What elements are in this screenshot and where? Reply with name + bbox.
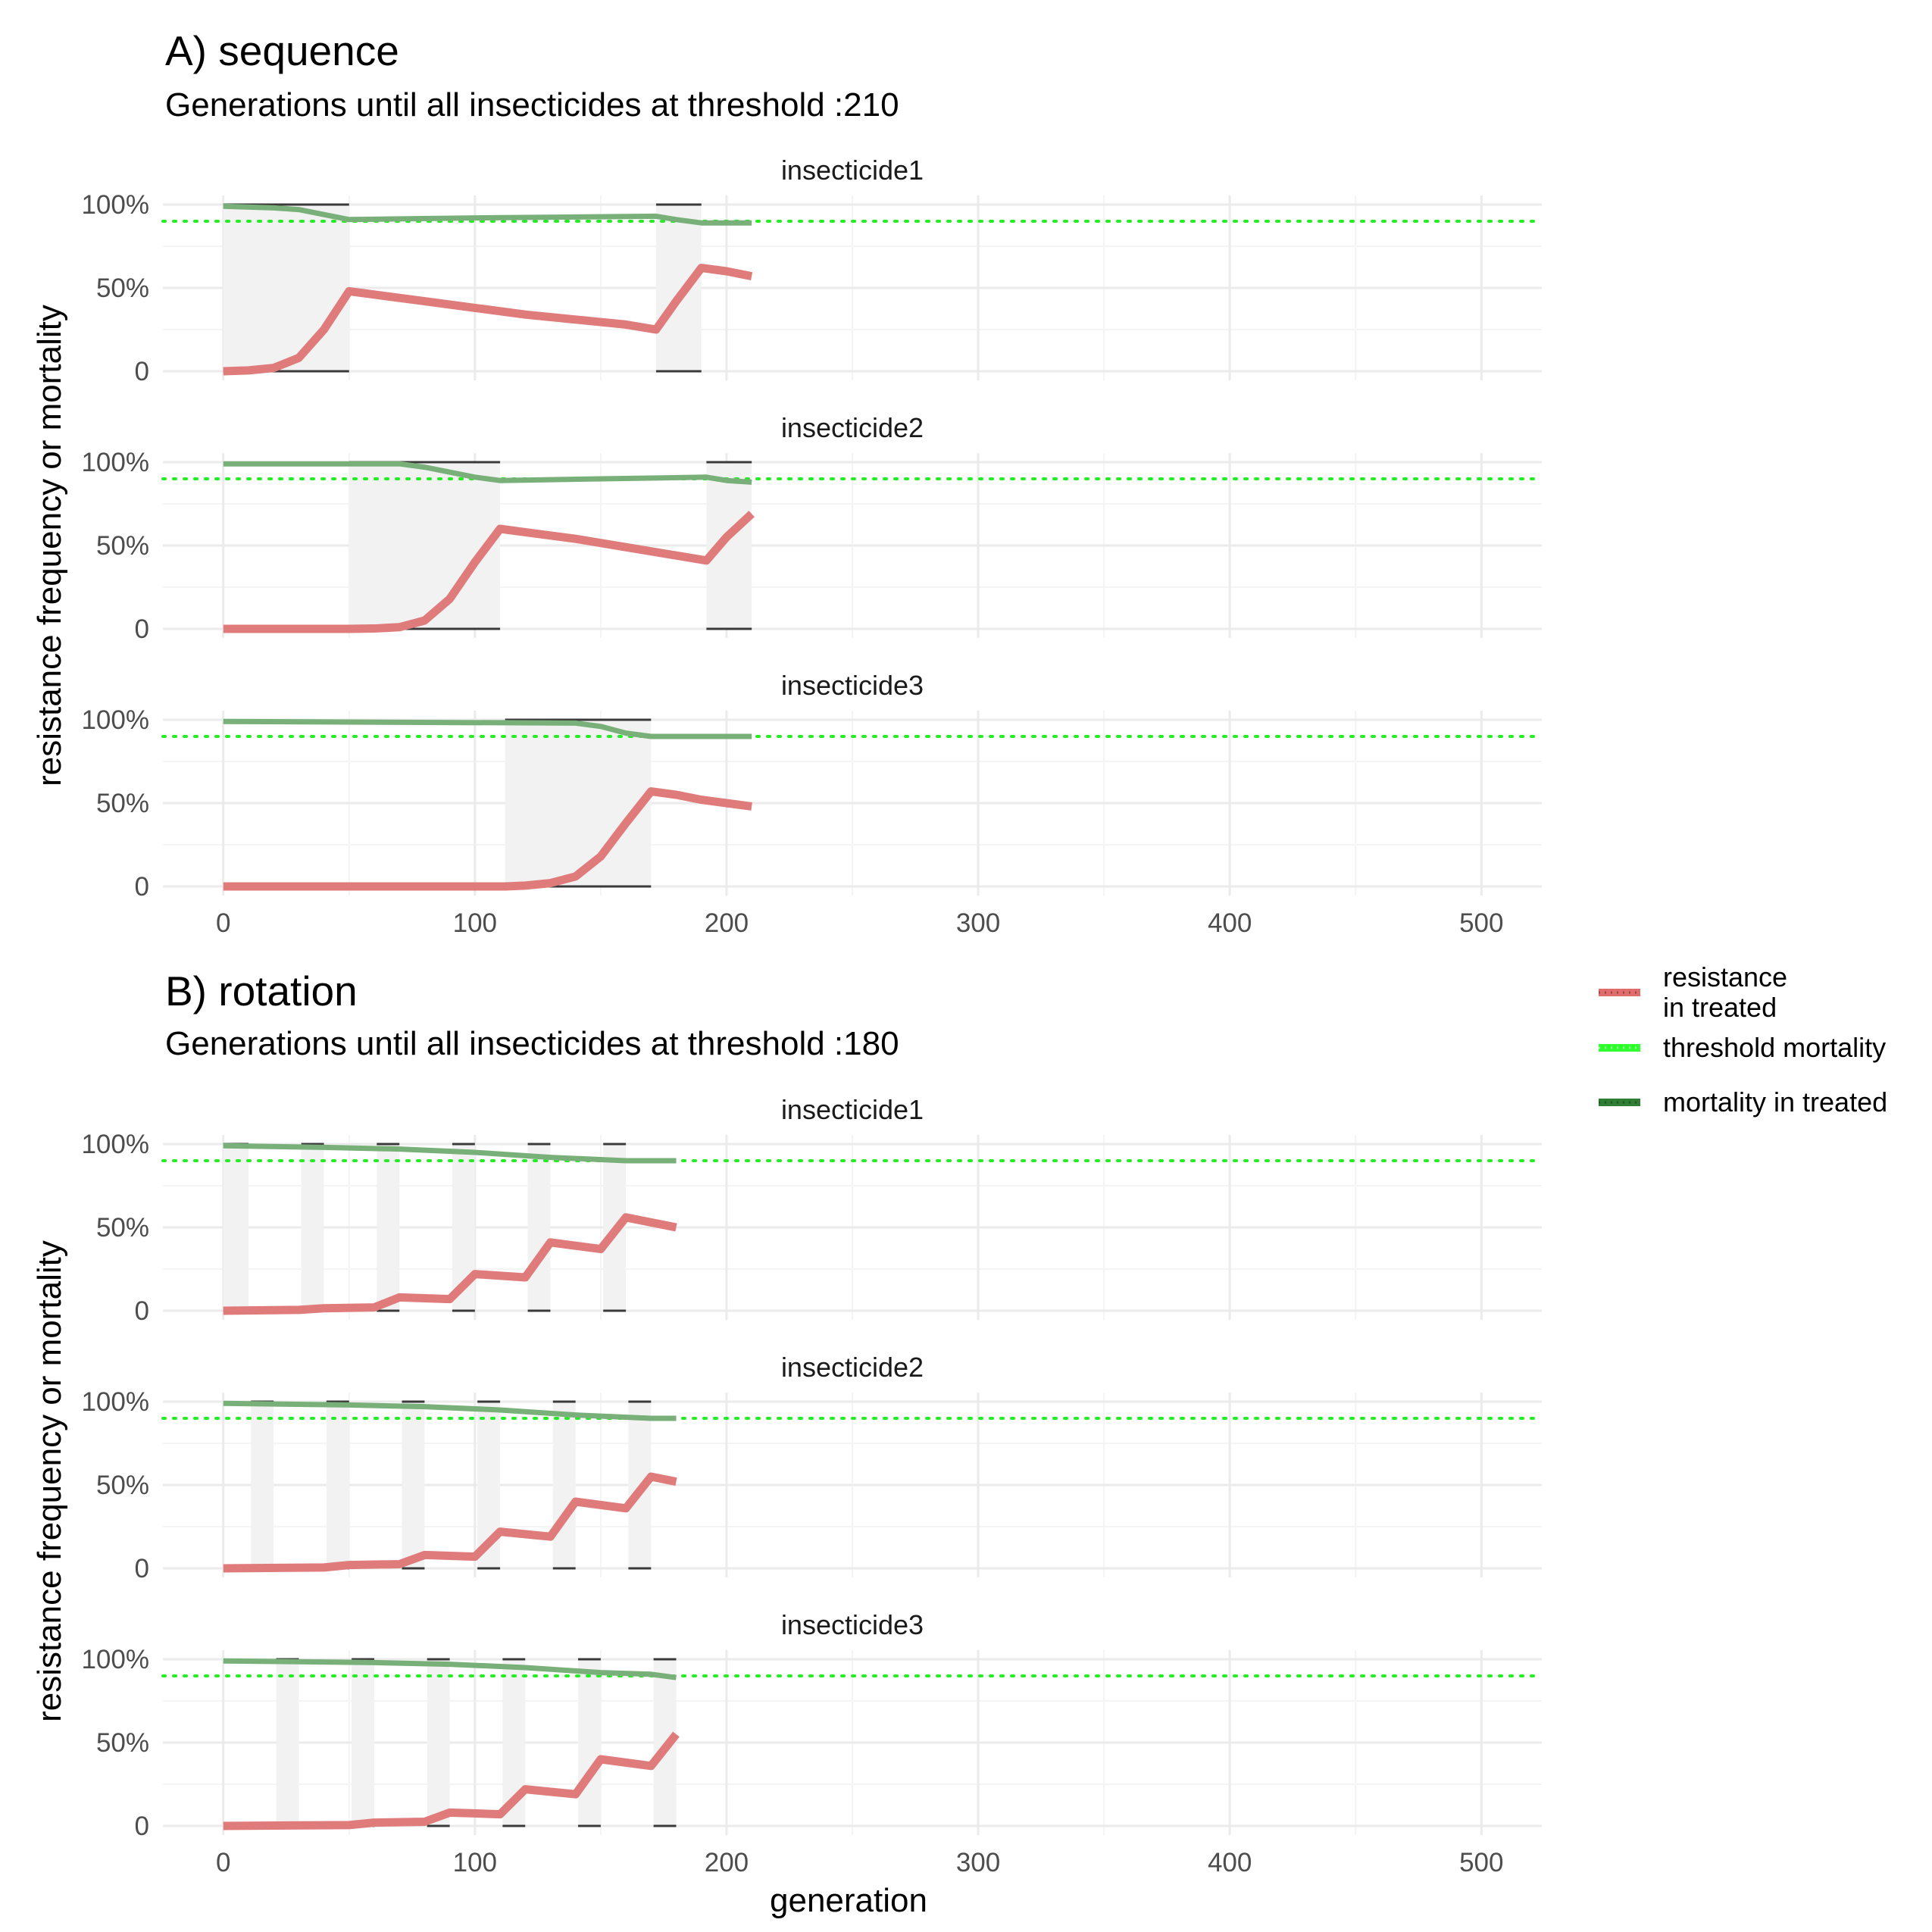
legend-item: mortality in treated	[1599, 1086, 1887, 1118]
y-tick-label: 100%	[81, 705, 149, 735]
section-b-title: B) rotation	[165, 968, 358, 1014]
x-tick-label: 500	[1459, 908, 1503, 938]
section-b-subtitle: Generations until all insecticides at th…	[165, 1025, 899, 1062]
legend-label: in treated	[1663, 992, 1777, 1023]
x-tick-label: 0	[216, 908, 230, 938]
y-tick-label: 0	[135, 1554, 149, 1583]
legend-label: threshold mortality	[1663, 1032, 1886, 1063]
panel-a-insecticide2: 0 50% 100% insecticide2	[81, 412, 1543, 644]
y-tick-label: 50%	[96, 1728, 149, 1758]
mortality-line	[223, 1400, 677, 1421]
panels-group: 0 50% 100% insecticide1 0 50% 100% insecticide2…	[81, 155, 1543, 1877]
y-tick-label: 50%	[96, 789, 149, 818]
deployment-window	[427, 1659, 450, 1826]
deployment-window	[577, 1659, 601, 1826]
y-tick-label: 100%	[81, 190, 149, 220]
deployment-window	[352, 1659, 374, 1826]
deployment-window	[326, 1402, 349, 1568]
panel-b-insecticide1: 0 50% 100% insecticide1	[81, 1094, 1543, 1326]
mortality-line	[223, 461, 752, 485]
panel-b-insecticide2: 0 50% 100% insecticide2	[81, 1352, 1543, 1583]
x-tick-label: 400	[1208, 1848, 1252, 1877]
deployment-window	[349, 462, 501, 629]
panel-a-insecticide3: 0 50% 100% insecticide3 0 100 200 300 400 500	[81, 670, 1543, 938]
y-tick-label: 50%	[96, 1213, 149, 1243]
deployment-window	[402, 1402, 425, 1568]
y-tick-label: 100%	[81, 1645, 149, 1674]
resistance-line	[223, 787, 752, 891]
legend-label: resistance	[1663, 961, 1787, 993]
deployment-window	[276, 1659, 299, 1826]
x-tick-label: 400	[1208, 908, 1252, 938]
deployment-window	[223, 1144, 249, 1311]
deployment-window	[552, 1402, 576, 1568]
y-tick-label: 50%	[96, 1471, 149, 1500]
y-tick-label: 0	[135, 614, 149, 644]
panel-strip-label: insecticide2	[781, 412, 924, 443]
deployment-window	[655, 205, 702, 371]
panel-strip-label: insecticide2	[781, 1352, 924, 1383]
resistance-line	[223, 1472, 677, 1573]
legend-item: threshold mortality	[1599, 1032, 1886, 1063]
y-tick-label: 0	[135, 872, 149, 902]
mortality-line	[223, 718, 752, 739]
section-b-y-axis-title: resistance frequency or mortality	[31, 1240, 68, 1722]
y-tick-label: 100%	[81, 448, 149, 477]
deployment-window	[706, 462, 752, 629]
resistance-line	[223, 264, 753, 376]
x-tick-label: 100	[453, 1848, 497, 1877]
y-tick-label: 100%	[81, 1387, 149, 1417]
resistance-line	[223, 511, 755, 633]
x-tick-label: 300	[956, 908, 1000, 938]
section-a-y-axis-title: resistance frequency or mortality	[31, 305, 68, 786]
deployment-window	[505, 720, 652, 886]
x-tick-label: 200	[705, 908, 749, 938]
x-tick-label: 0	[216, 1848, 230, 1877]
x-tick-label: 200	[705, 1848, 749, 1877]
deployment-window	[223, 205, 349, 371]
resistance-line	[223, 1731, 680, 1830]
deployment-window	[251, 1402, 274, 1568]
deployment-window	[377, 1144, 400, 1311]
section-a-subtitle: Generations until all insecticides at th…	[165, 86, 899, 123]
y-tick-label: 50%	[96, 274, 149, 303]
y-tick-label: 50%	[96, 531, 149, 561]
y-tick-label: 100%	[81, 1130, 149, 1159]
x-tick-label: 500	[1459, 1848, 1503, 1877]
x-tick-label: 300	[956, 1848, 1000, 1877]
y-tick-label: 0	[135, 1296, 149, 1326]
resistance-line	[223, 1213, 677, 1315]
panel-a-insecticide1: 0 50% 100% insecticide1	[81, 155, 1543, 386]
x-tick-label: 100	[453, 908, 497, 938]
mortality-line	[223, 1143, 677, 1164]
mortality-line	[223, 1658, 677, 1680]
legend-label: mortality in treated	[1663, 1086, 1887, 1118]
deployment-window	[301, 1144, 324, 1311]
panel-strip-label: insecticide1	[781, 155, 924, 186]
y-tick-label: 0	[135, 1812, 149, 1841]
panel-strip-label: insecticide3	[781, 670, 924, 701]
y-tick-label: 0	[135, 357, 149, 386]
mortality-line	[223, 203, 752, 226]
deployment-window	[527, 1144, 551, 1311]
x-axis-title: generation	[770, 1882, 927, 1919]
panel-strip-label: insecticide3	[781, 1609, 924, 1640]
section-a-title: A) sequence	[165, 27, 399, 74]
panel-strip-label: insecticide1	[781, 1094, 924, 1125]
panel-b-insecticide3: 0 50% 100% insecticide3 0 100 200 300 400 500	[81, 1609, 1543, 1877]
